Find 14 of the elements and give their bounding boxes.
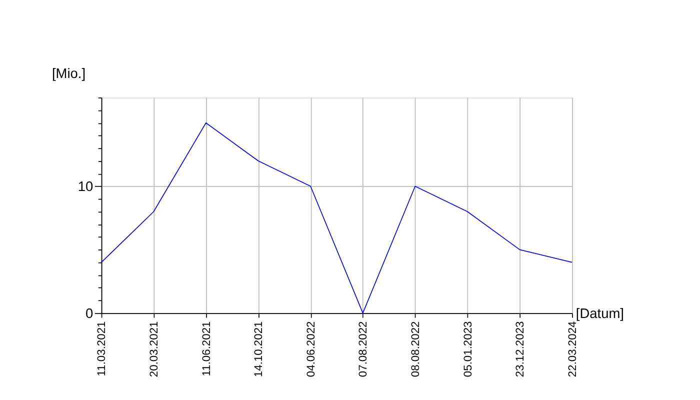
y-tick-label: 0 <box>86 306 94 321</box>
x-tick-label: 04.06.2022 <box>305 321 318 378</box>
x-axis-title: [Datum] <box>576 306 624 321</box>
x-tick-label: 14.10.2021 <box>253 321 266 378</box>
y-tick-label: 10 <box>78 178 94 194</box>
x-tick-label: 05.01.2023 <box>462 321 474 378</box>
x-tick-label: 22.03.2024 <box>566 321 579 378</box>
x-tick-label: 08.08.2022 <box>410 321 422 378</box>
x-tick-label: 20.03.2021 <box>148 321 161 378</box>
x-tick-label: 11.03.2021 <box>96 321 108 376</box>
x-tick-label: 11.06.2021 <box>200 321 213 376</box>
x-tick-label: 23.12.2023 <box>514 321 527 378</box>
x-tick-label: 07.08.2022 <box>358 321 370 378</box>
y-axis-title: [Mio.] <box>52 66 86 82</box>
